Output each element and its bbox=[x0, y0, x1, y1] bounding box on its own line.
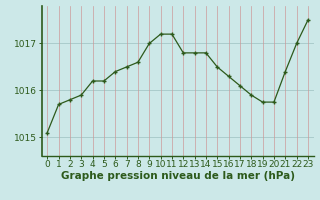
X-axis label: Graphe pression niveau de la mer (hPa): Graphe pression niveau de la mer (hPa) bbox=[60, 171, 295, 181]
